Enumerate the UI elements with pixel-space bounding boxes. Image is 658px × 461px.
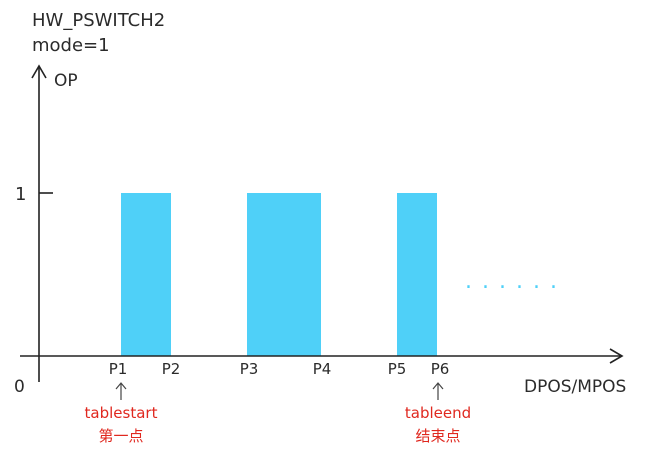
pulse-2 xyxy=(247,193,321,356)
x-axis-label: DPOS/MPOS xyxy=(524,377,626,397)
start-annotation-line-1: tablestart xyxy=(85,404,158,422)
pulse-1 xyxy=(121,193,171,356)
y-axis-arrowhead xyxy=(31,64,47,79)
point-label-p2: P2 xyxy=(162,360,181,378)
end-annotation-line-1: tableend xyxy=(405,404,471,422)
point-label-p3: P3 xyxy=(240,360,259,378)
title-line-2: mode=1 xyxy=(32,35,110,56)
start-marker-arrow xyxy=(115,382,127,400)
continuation-dots: ...... xyxy=(465,269,567,294)
point-label-p5: P5 xyxy=(388,360,407,378)
pulse-3 xyxy=(397,193,437,356)
start-annotation-line-2: 第一点 xyxy=(98,427,143,445)
y-axis-label: OP xyxy=(54,71,78,91)
pulse-group xyxy=(121,193,437,356)
point-label-p6: P6 xyxy=(431,360,450,378)
point-label-p1: P1 xyxy=(109,360,128,378)
end-marker-arrow xyxy=(432,382,444,400)
x-axis-arrowhead xyxy=(609,348,624,364)
origin-label: 0 xyxy=(14,377,25,397)
end-annotation-line-2: 结束点 xyxy=(415,427,460,445)
point-label-p4: P4 xyxy=(313,360,332,378)
y-tick-label-1: 1 xyxy=(15,184,26,205)
title-line-1: HW_PSWITCH2 xyxy=(32,10,165,31)
